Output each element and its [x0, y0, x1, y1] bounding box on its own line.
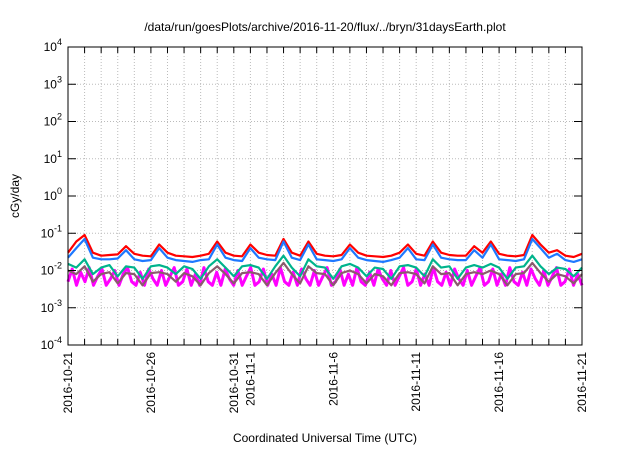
x-tick-label: 2016-11-16 — [492, 352, 506, 413]
y-tick-label: 101 — [44, 149, 62, 166]
y-tick-base: 10 — [41, 264, 55, 278]
y-tick-base: 10 — [44, 40, 58, 54]
y-tick-label: 104 — [44, 37, 62, 54]
series-line-brown — [67, 261, 583, 287]
x-tick-label: 2016-11-6 — [326, 352, 340, 406]
y-tick-exponent: -1 — [54, 223, 62, 233]
y-tick-base: 10 — [41, 338, 55, 352]
series-line-teal — [67, 254, 583, 280]
y-tick-base: 10 — [44, 189, 58, 203]
x-tick-label: 2016-10-31 — [227, 352, 241, 414]
y-tick-label: 10-1 — [41, 223, 62, 240]
y-tick-base: 10 — [44, 152, 58, 166]
y-tick-exponent: -2 — [54, 261, 62, 271]
y-tick-exponent: 2 — [57, 112, 62, 122]
y-tick-base: 10 — [44, 77, 58, 91]
y-axis-label: cGy/day — [8, 174, 22, 218]
x-tick-label: 2016-10-21 — [61, 352, 75, 414]
y-tick-label: 103 — [44, 74, 62, 91]
series-group — [66, 233, 584, 287]
y-tick-exponent: 3 — [57, 74, 62, 84]
chart-title: /data/run/goesPlots/archive/2016-11-20/f… — [144, 20, 506, 34]
x-tick-label: 2016-11-1 — [243, 352, 257, 406]
y-tick-base: 10 — [41, 301, 55, 315]
y-tick-base: 10 — [44, 115, 58, 129]
ticks: 10410310210110010-110-210-310-42016-10-2… — [41, 37, 589, 413]
series-line-magenta — [66, 266, 584, 287]
y-tick-label: 10-4 — [41, 335, 62, 352]
y-tick-exponent: 1 — [57, 149, 62, 159]
x-tick-label: 2016-10-26 — [144, 352, 158, 414]
x-tick-label: 2016-11-21 — [575, 352, 589, 413]
series-line-blue — [67, 237, 583, 263]
y-tick-exponent: 0 — [57, 186, 62, 196]
y-tick-exponent: -4 — [54, 335, 62, 345]
x-tick-label: 2016-11-11 — [409, 352, 423, 412]
plot-frame — [67, 46, 583, 346]
y-tick-exponent: -3 — [54, 298, 62, 308]
y-tick-label: 10-3 — [41, 298, 62, 315]
grid — [68, 47, 582, 345]
y-tick-exponent: 4 — [57, 37, 62, 47]
series-line-red — [67, 233, 583, 259]
y-tick-base: 10 — [41, 226, 55, 240]
y-tick-label: 100 — [44, 186, 62, 203]
y-tick-label: 102 — [44, 112, 62, 129]
y-tick-label: 10-2 — [41, 261, 62, 278]
x-axis-label: Coordinated Universal Time (UTC) — [233, 431, 417, 445]
